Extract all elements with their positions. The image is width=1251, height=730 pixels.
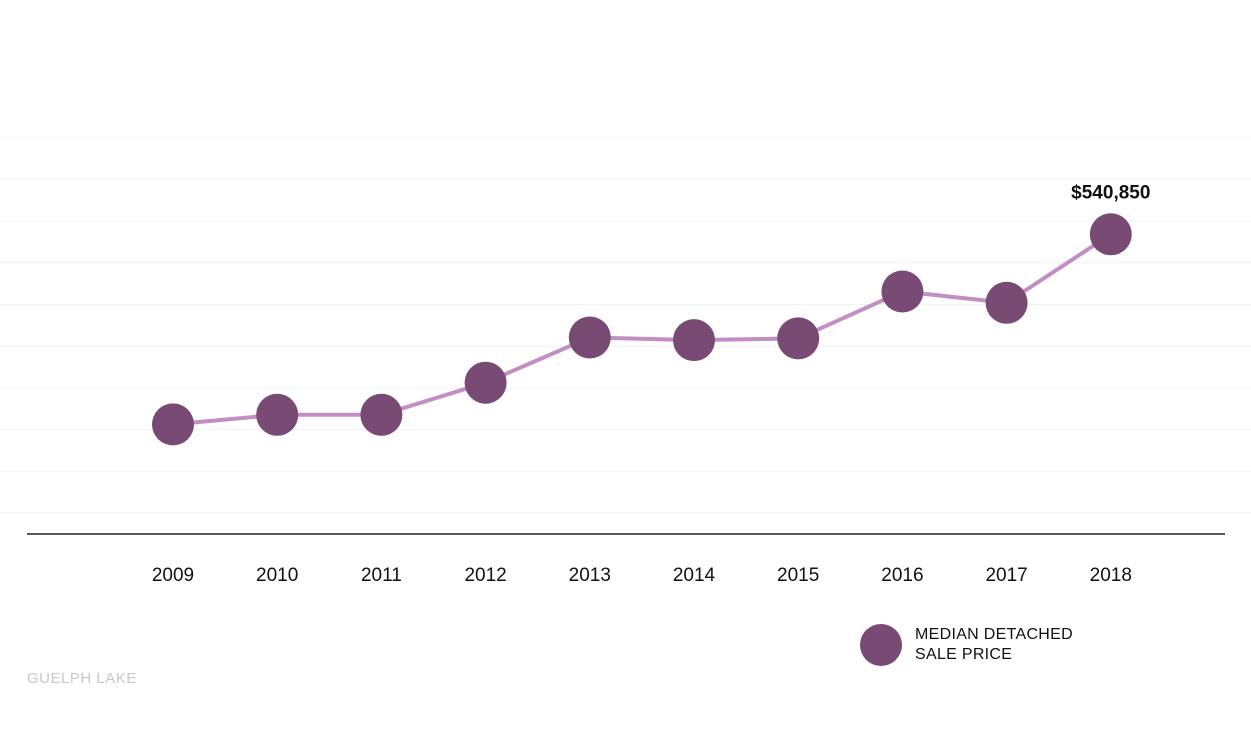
x-tick-label: 2013 (569, 565, 611, 586)
data-point-2014 (673, 319, 715, 362)
x-tick-label: 2018 (1090, 565, 1132, 586)
series-line (171, 232, 1113, 427)
gridlines (0, 137, 1251, 514)
x-tick-label: 2011 (361, 565, 402, 586)
x-tick-label: 2014 (673, 565, 716, 586)
x-tick-label: 2009 (152, 565, 194, 586)
data-point-2018 (1089, 213, 1132, 256)
data-point-2015 (777, 317, 820, 360)
x-tick-label: 2012 (464, 565, 506, 586)
data-label-2018: $540,850 (1071, 182, 1150, 203)
legend-label-line2: SALE PRICE (915, 646, 1013, 663)
series-line-path (171, 232, 1113, 427)
data-labels: $540,850 (1071, 182, 1150, 203)
footer-location-label: GUELPH LAKE (27, 670, 137, 687)
x-tick-label: 2010 (256, 565, 298, 586)
x-axis-tick-labels: 2009 2010 2011 2012 2013 2014 2015 2016 2017 2018 (152, 565, 1132, 586)
data-point-2009 (152, 403, 194, 446)
x-tick-label: 2016 (881, 565, 923, 586)
legend-label-line1: MEDIAN DETACHED (915, 626, 1073, 643)
data-point-2017 (985, 281, 1028, 324)
legend-marker-icon (860, 624, 902, 666)
data-point-2012 (464, 361, 507, 404)
legend-label: MEDIAN DETACHED SALE PRICE (915, 625, 1073, 665)
data-point-2011 (360, 393, 403, 436)
x-tick-label: 2015 (777, 565, 819, 586)
legend: MEDIAN DETACHED SALE PRICE (860, 624, 1073, 666)
series-markers (152, 213, 1132, 446)
x-tick-label: 2017 (985, 565, 1027, 586)
data-point-2010 (256, 393, 299, 436)
data-point-2016 (881, 270, 924, 313)
data-point-2013 (568, 316, 611, 359)
